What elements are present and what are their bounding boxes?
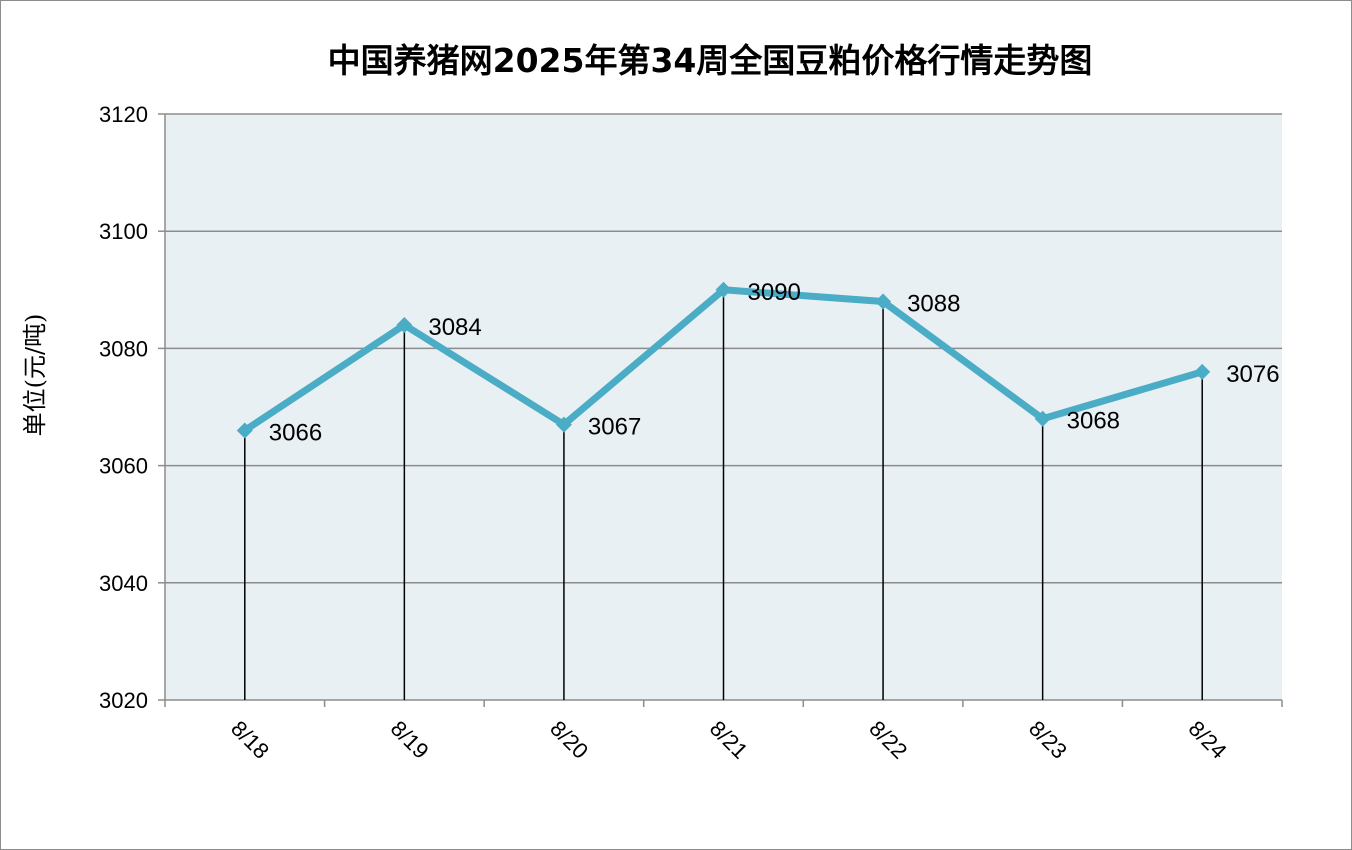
y-tick-label-3040: 3040 [99,571,148,596]
x-tick-label-8/22: 8/22 [864,716,912,764]
data-labels: 3066 3084 3067 3090 3088 3068 3076 [269,279,1280,447]
chart-title: 中国养猪网2025年第34周全国豆粕价格行情走势图 [328,41,1093,80]
point-8/23 [1034,410,1051,427]
point-8/22 [875,293,892,310]
y-tick-label-3100: 3100 [99,219,148,244]
point-8/24 [1194,363,1211,380]
data-label-8/22: 3088 [907,291,960,318]
data-label-8/21: 3090 [748,279,801,306]
point-8/19 [396,316,413,333]
y-tick-label-3020: 3020 [99,688,148,713]
y-tick-labels: 3020 3040 3060 3080 3100 3120 [99,102,148,713]
x-tick-label-8/21: 8/21 [705,716,753,764]
x-tick-label-8/18: 8/18 [226,716,274,764]
x-tick-labels: 8/18 8/19 8/20 8/21 8/22 8/23 8/24 [226,716,1231,764]
series-price [236,281,1211,439]
x-tick-label-8/24: 8/24 [1184,716,1232,764]
x-tick-label-8/20: 8/20 [545,716,593,764]
point-8/18 [236,422,253,439]
data-label-8/18: 3066 [269,419,322,446]
data-label-8/20: 3067 [588,414,641,441]
data-label-8/24: 3076 [1226,361,1279,388]
y-tick-label-3080: 3080 [99,336,148,361]
y-axis-label: 单位(元/吨) [21,314,49,437]
x-tick-label-8/19: 8/19 [386,716,434,764]
y-tick-label-3060: 3060 [99,454,148,479]
data-label-8/23: 3068 [1067,408,1120,435]
x-tick-label-8/23: 8/23 [1024,716,1072,764]
y-tick-label-3120: 3120 [99,102,148,127]
point-8/20 [555,416,572,433]
drop-lines [244,289,1203,700]
point-8/21 [715,281,732,298]
data-label-8/19: 3084 [428,314,481,341]
